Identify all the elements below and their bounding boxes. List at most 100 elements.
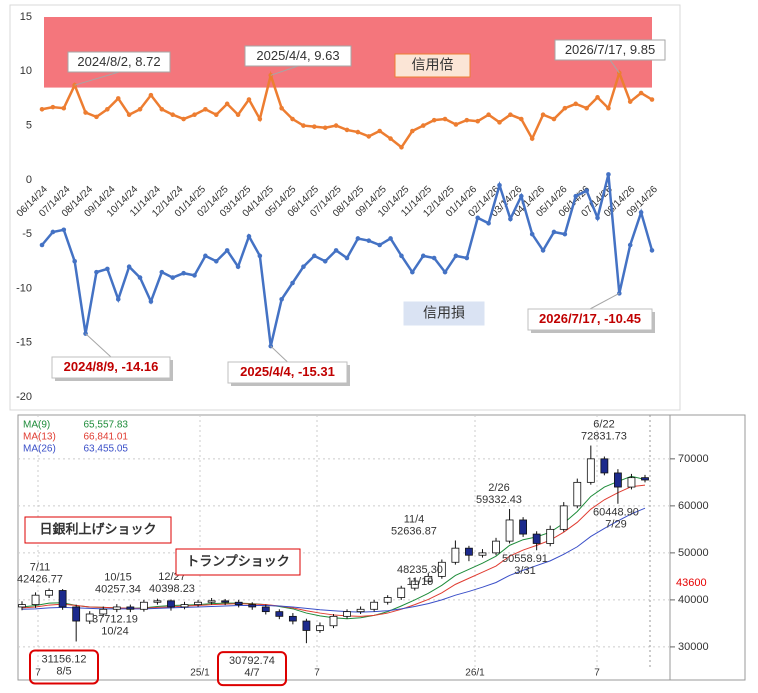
note-box <box>175 548 301 576</box>
annotation-box <box>227 361 348 384</box>
point <box>420 123 426 128</box>
x-tick-label: 25/1 <box>190 668 210 679</box>
point <box>442 116 448 122</box>
x-tick-label: 7 <box>314 668 320 679</box>
leader-line <box>270 65 299 76</box>
annotation-box <box>554 39 666 61</box>
point <box>573 193 579 199</box>
candle-body <box>248 604 257 608</box>
point <box>420 253 426 259</box>
legend-label: MA(26) <box>23 444 56 455</box>
point <box>410 128 415 134</box>
point <box>344 127 350 133</box>
ma-line <box>21 507 646 613</box>
note: トランプショック <box>186 553 290 568</box>
point <box>344 255 350 261</box>
annotation: 2024/8/9, -14.16 <box>64 359 159 374</box>
point <box>540 248 546 253</box>
leader-line <box>74 71 120 86</box>
annotation-date: 3/31 <box>514 565 535 577</box>
annotation-value: 37712.19 <box>92 614 138 626</box>
point <box>497 182 502 188</box>
annotation-value: 42426.77 <box>17 573 63 585</box>
y-tick-label: 70000 <box>678 453 709 465</box>
leader-line <box>85 333 112 358</box>
point <box>246 234 252 239</box>
point <box>453 253 459 259</box>
y-tick-label: 30000 <box>678 641 709 653</box>
note-box <box>24 516 172 544</box>
annotation-date: 7/29 <box>605 519 626 531</box>
point <box>72 258 77 264</box>
point <box>595 215 600 221</box>
point <box>94 269 99 275</box>
y-tick-label: 60000 <box>678 500 709 512</box>
point <box>486 112 491 118</box>
point <box>649 97 655 102</box>
point <box>224 101 230 107</box>
annotation-value: 72831.73 <box>581 430 627 442</box>
point <box>529 231 535 237</box>
point <box>399 253 404 259</box>
candle-body <box>31 594 40 605</box>
point <box>638 90 644 96</box>
annotation-date: 2/26 <box>488 482 509 494</box>
point <box>137 106 143 112</box>
candle-body <box>343 611 351 617</box>
point <box>83 110 88 115</box>
point <box>584 105 589 111</box>
candle-body <box>600 458 609 474</box>
point <box>181 116 186 122</box>
point <box>518 116 524 122</box>
point <box>170 112 176 118</box>
point <box>203 253 208 259</box>
legend-value: 66,841.01 <box>84 432 129 443</box>
point <box>464 117 470 123</box>
candle-body <box>275 611 284 617</box>
candle-body <box>126 606 135 610</box>
point <box>366 238 372 243</box>
candle-body <box>180 604 189 608</box>
point <box>606 172 611 177</box>
point <box>246 97 252 102</box>
bottom-frame <box>17 414 746 681</box>
point <box>257 116 263 122</box>
point <box>508 112 513 118</box>
candle-body <box>112 606 121 610</box>
annotation-value: 31156.12 <box>41 653 86 665</box>
candle-body <box>641 477 649 481</box>
candle-body <box>559 505 568 530</box>
candle-body <box>139 601 148 610</box>
point <box>627 242 633 248</box>
point <box>61 227 67 233</box>
point <box>508 216 513 222</box>
point <box>126 264 132 270</box>
point <box>431 117 437 123</box>
annotation-date: 11/4 <box>404 513 425 525</box>
candle-body <box>167 600 175 608</box>
point <box>377 242 382 248</box>
candle-body <box>316 625 324 631</box>
candle-body <box>478 552 487 556</box>
annotation-value: 60448.90 <box>593 507 639 519</box>
point <box>301 123 306 128</box>
point <box>606 105 611 111</box>
point <box>573 101 579 107</box>
y-tick-label: -20 <box>16 391 32 403</box>
point <box>562 231 568 237</box>
point <box>388 236 393 241</box>
candle-body <box>194 601 202 605</box>
point <box>366 134 372 139</box>
point <box>333 248 339 253</box>
point <box>551 229 557 235</box>
candle-body <box>505 519 514 542</box>
candle-body <box>261 606 270 613</box>
candle-body <box>207 600 216 603</box>
candle-body <box>370 601 379 610</box>
annotation-box <box>67 51 171 73</box>
candle-body <box>546 528 555 544</box>
point <box>235 264 241 270</box>
candle-body <box>18 604 26 608</box>
candle-body <box>492 540 500 554</box>
point <box>562 105 568 111</box>
